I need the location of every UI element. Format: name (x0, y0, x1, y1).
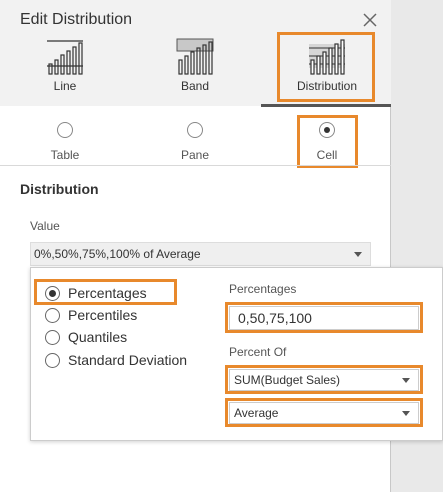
scope-pane-radio[interactable] (187, 122, 203, 138)
percentiles-option-label: Percentiles (68, 307, 138, 323)
percent-of-label: Percent Of (229, 345, 287, 359)
distribution-value-popup: Percentages Percentiles Quantiles Standa… (30, 267, 443, 441)
percent-of-field-text: SUM(Budget Sales) (234, 373, 341, 387)
scope-pane-option[interactable]: Pane (155, 118, 235, 162)
selected-type-indicator (261, 104, 391, 107)
value-dropdown-text: 0%,50%,75%,100% of Average (34, 247, 201, 261)
type-distribution-label: Distribution (296, 79, 358, 93)
band-chart-icon (176, 38, 214, 75)
percentages-radio[interactable] (45, 286, 60, 301)
distribution-chart-icon (309, 39, 345, 75)
value-label: Value (30, 219, 60, 233)
aggregation-text: Average (234, 406, 279, 420)
percentages-input[interactable] (229, 306, 419, 330)
type-band-option[interactable]: Band (140, 38, 250, 100)
type-line-option[interactable]: Line (10, 38, 120, 100)
chevron-down-icon (354, 252, 362, 257)
percentiles-radio[interactable] (45, 308, 60, 323)
aggregation-select[interactable]: Average (229, 402, 419, 424)
scope-cell-label: Cell (316, 148, 338, 162)
scope-cell-radio[interactable] (319, 122, 335, 138)
percent-of-field-select[interactable]: SUM(Budget Sales) (229, 369, 419, 391)
scope-table-option[interactable]: Table (25, 118, 105, 162)
close-icon[interactable] (361, 11, 379, 29)
percentages-option-label: Percentages (68, 285, 147, 301)
cell-highlight (297, 115, 358, 168)
scope-table-label: Table (50, 148, 80, 162)
chevron-down-icon (402, 411, 410, 416)
chevron-down-icon (402, 378, 410, 383)
percentages-input-highlight (225, 302, 423, 333)
percent-of-field-highlight (225, 365, 423, 394)
percentages-label: Percentages (229, 282, 297, 296)
standard-deviation-radio[interactable] (45, 353, 60, 368)
quantiles-option-label: Quantiles (68, 329, 128, 345)
quantiles-radio[interactable] (45, 330, 60, 345)
percentages-highlight (34, 279, 177, 305)
value-dropdown[interactable]: 0%,50%,75%,100% of Average (30, 242, 371, 266)
line-chart-icon (47, 40, 83, 75)
standard-deviation-option-label: Standard Deviation (68, 352, 188, 368)
dialog-title: Edit Distribution (20, 11, 133, 28)
scope-pane-label: Pane (180, 148, 210, 162)
section-divider (0, 165, 391, 166)
scope-cell-option[interactable]: Cell (287, 118, 367, 162)
type-distribution-option[interactable]: Distribution (272, 38, 382, 100)
type-line-label: Line (53, 79, 77, 93)
distribution-heading: Distribution (20, 181, 99, 197)
scope-table-radio[interactable] (57, 122, 73, 138)
aggregation-highlight (225, 398, 423, 427)
distribution-highlight (277, 32, 375, 102)
type-band-label: Band (180, 79, 210, 93)
